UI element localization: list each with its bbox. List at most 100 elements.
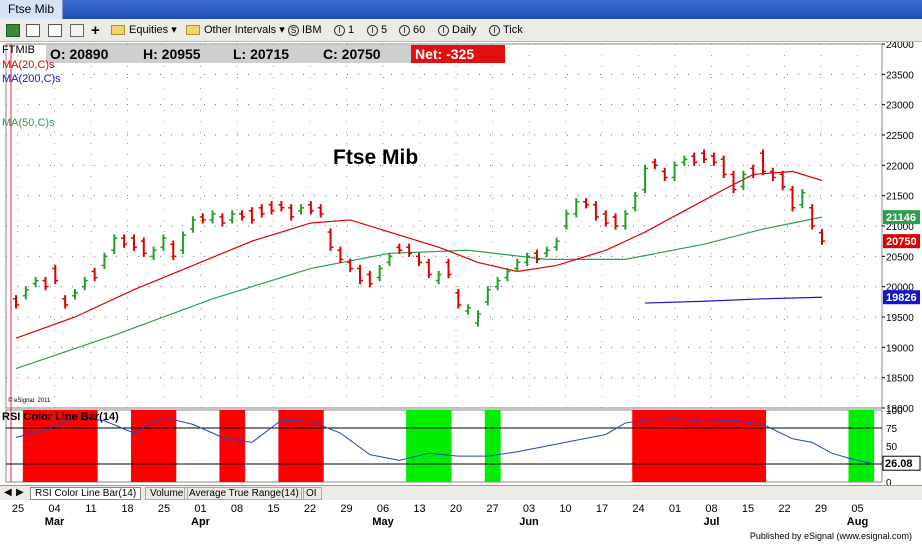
ma50-tag: 21146	[886, 212, 916, 224]
rsi-zone	[278, 410, 324, 482]
price-tick-label: 20500	[886, 252, 914, 263]
date-tick-label: 01	[194, 503, 206, 515]
month-label: Aug	[847, 516, 868, 528]
circle-s-icon: S	[288, 24, 299, 36]
interval-60-label: 60	[413, 24, 426, 36]
date-tick-label: 03	[523, 503, 535, 515]
circle-i-icon: I	[334, 24, 345, 36]
equities-dropdown[interactable]: Equities ▾	[111, 22, 177, 39]
circle-i-icon: I	[399, 24, 410, 36]
date-tick-label: 13	[413, 503, 425, 515]
date-tick-label: 24	[632, 503, 644, 515]
tick-label: Tick	[503, 24, 523, 36]
date-tick-label: 18	[121, 503, 133, 515]
ma20-line	[15, 170, 823, 339]
date-tick-label: 01	[669, 503, 681, 515]
price-tick-label: 18500	[886, 374, 914, 385]
published-note: Published by eSignal (www.esignal.com)	[749, 531, 912, 541]
date-tick-label: 11	[85, 503, 96, 515]
window-titlebar: Ftse Mib	[0, 0, 922, 19]
date-tick-label: 29	[340, 503, 352, 515]
date-tick-label: 10	[559, 503, 571, 515]
other-intervals-label: Other Intervals	[204, 24, 277, 36]
date-tick-label: 08	[231, 503, 243, 515]
symbol-label: FTMIB	[2, 44, 35, 56]
folder-icon	[111, 25, 125, 36]
date-tick-label: 22	[778, 503, 790, 515]
rsi-zone	[22, 410, 98, 482]
scroll-left-icon[interactable]: ◀	[4, 487, 12, 498]
price-tick-label: 24000	[886, 42, 914, 51]
page-icon[interactable]	[48, 22, 62, 39]
price-tick-label: 18000	[886, 404, 914, 415]
ma200-legend: MA(200,C)s	[2, 73, 61, 85]
date-tick-label: 08	[705, 503, 717, 515]
rsi-zone	[219, 410, 246, 482]
price-tick-label: 19500	[886, 313, 914, 324]
date-tick-label: 29	[815, 503, 827, 515]
tab-atr[interactable]: Average True Range(14)	[184, 487, 304, 500]
date-tick-label: 17	[596, 503, 608, 515]
date-tick-label: 22	[304, 503, 316, 515]
close-tag-bg	[883, 234, 920, 249]
rsi-zone	[848, 410, 875, 482]
other-intervals-dropdown[interactable]: Other Intervals ▾	[186, 22, 285, 39]
rsi-tag-bg	[882, 455, 921, 471]
price-tick-label: 19000	[886, 343, 914, 354]
price-tick-label: 22500	[886, 131, 914, 142]
date-tick-label: 27	[486, 503, 498, 515]
ohlc-open: O: 20890	[50, 46, 109, 62]
net-badge	[411, 45, 505, 63]
rsi-zone	[130, 410, 177, 482]
daily-button[interactable]: I Daily	[438, 22, 476, 39]
date-tick-label: 20	[450, 503, 462, 515]
ma50-line	[15, 216, 823, 370]
price-tick-label: 21500	[886, 192, 914, 203]
circle-i-icon: I	[367, 24, 378, 36]
month-label: Jun	[519, 516, 539, 528]
ohlc-close: C: 20750	[323, 46, 381, 62]
ma20-legend: MA(20,C)s	[2, 59, 55, 71]
month-label: Jul	[704, 516, 720, 528]
copy-icon[interactable]	[70, 22, 84, 39]
rsi-tick-label: 75	[886, 424, 898, 435]
daily-label: Daily	[452, 24, 477, 36]
chart-grid-icon[interactable]	[6, 22, 20, 39]
ma50-legend: MA(50,C)s	[2, 117, 55, 129]
price-tick-label: 21000	[886, 222, 914, 233]
tab-oi[interactable]: OI	[301, 487, 322, 500]
close-tag: 20750	[886, 236, 917, 248]
rsi-line	[15, 416, 872, 464]
rsi-zone	[484, 410, 501, 482]
tick-button[interactable]: I Tick	[489, 22, 523, 39]
symbol-label: IBM	[302, 24, 322, 36]
symbol-button[interactable]: S IBM	[288, 22, 322, 39]
date-tick-label: 06	[377, 503, 389, 515]
date-tick-label: 25	[12, 503, 24, 515]
month-label: Apr	[191, 516, 211, 528]
ma50-tag-bg	[883, 210, 920, 225]
table-icon[interactable]	[26, 22, 40, 39]
window-tab[interactable]: Ftse Mib	[0, 0, 64, 19]
interval-60-button[interactable]: I 60	[399, 22, 425, 39]
date-tick-label: 15	[742, 503, 754, 515]
tab-volume[interactable]: Volume	[145, 487, 189, 500]
folder-icon	[186, 25, 200, 36]
date-tick-label: 25	[158, 503, 170, 515]
ohlc-high: H: 20955	[143, 46, 201, 62]
month-label: Mar	[45, 516, 65, 528]
ma200-line	[645, 296, 823, 304]
ohlc-net: Net: -325	[415, 46, 474, 62]
price-tick-label: 23500	[886, 70, 914, 81]
date-tick-label: 05	[851, 503, 863, 515]
rsi-title: RSI Color Line Bar(14)	[2, 411, 119, 423]
add-icon[interactable]: +	[91, 22, 100, 39]
scroll-right-icon[interactable]: ▶	[16, 487, 24, 498]
circle-i-icon: I	[489, 24, 500, 36]
price-chart[interactable]: 2400023500230002250022000215002100020500…	[0, 42, 922, 531]
ohlc-strip	[46, 45, 466, 63]
tab-rsi[interactable]: RSI Color Line Bar(14)	[30, 487, 142, 500]
